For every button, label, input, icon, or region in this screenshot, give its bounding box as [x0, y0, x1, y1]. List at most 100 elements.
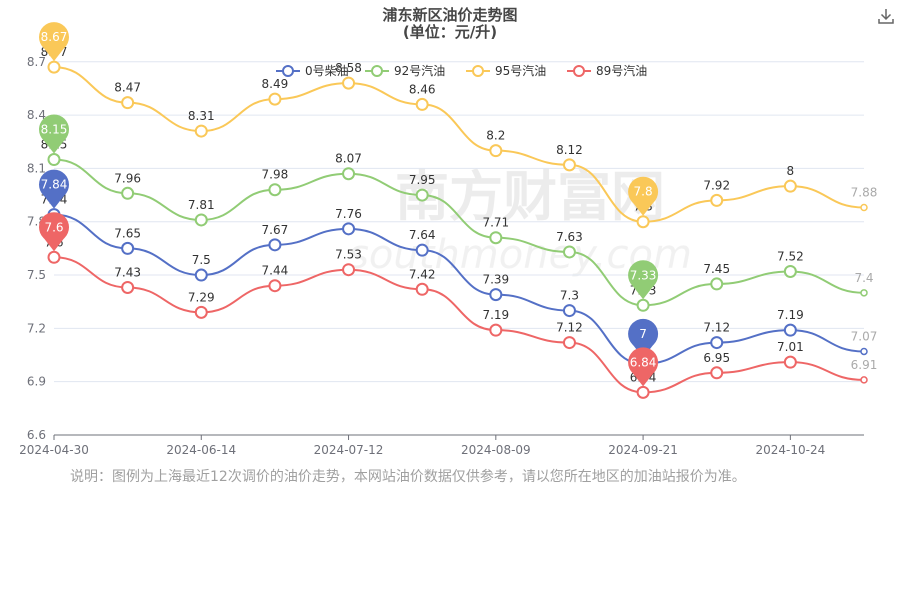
data-point	[121, 186, 135, 200]
data-label: 7.4	[854, 271, 873, 285]
data-label: 7.96	[114, 171, 141, 185]
data-point	[562, 304, 576, 318]
data-label: 7.01	[777, 340, 804, 354]
x-tick-label: 2024-04-30	[19, 443, 89, 457]
x-tick-label: 2024-09-21	[608, 443, 678, 457]
pin-label: 8.67	[41, 30, 68, 44]
min-pin: 7.8	[628, 176, 659, 216]
data-label: 7.88	[851, 186, 878, 200]
data-point	[860, 347, 868, 356]
x-tick-label: 2024-08-09	[461, 443, 531, 457]
data-label: 8.49	[262, 77, 289, 91]
data-label: 7.64	[409, 228, 436, 242]
data-point	[710, 336, 724, 350]
data-label: 7.63	[556, 230, 583, 244]
data-point	[342, 222, 356, 236]
data-label: 7.19	[777, 308, 804, 322]
x-tick-label: 2024-06-14	[166, 443, 236, 457]
data-label: 7.19	[482, 308, 509, 322]
y-tick-label: 7.2	[27, 321, 46, 335]
data-label: 7.71	[482, 216, 509, 230]
data-point	[415, 243, 429, 257]
data-point	[47, 250, 61, 264]
x-tick-label: 2024-07-12	[314, 443, 384, 457]
data-label: 8.07	[335, 152, 362, 166]
data-point	[268, 279, 282, 293]
data-label: 8.58	[335, 61, 362, 75]
pin-head	[39, 22, 69, 53]
data-point	[121, 280, 135, 294]
data-label: 7.98	[262, 168, 289, 182]
pin-label: 7.33	[630, 268, 657, 282]
legend-label: 95号汽油	[495, 63, 546, 78]
data-label: 7.5	[192, 253, 211, 267]
data-point	[636, 385, 650, 399]
data-point	[636, 298, 650, 312]
data-point	[783, 264, 797, 278]
pin-head	[39, 169, 69, 200]
data-point	[342, 76, 356, 90]
data-label: 7.12	[556, 321, 583, 335]
data-label: 7.43	[114, 265, 141, 279]
data-label: 8	[787, 164, 795, 178]
legend-label: 92号汽油	[394, 63, 445, 78]
data-point	[783, 355, 797, 369]
data-label: 7.76	[335, 207, 362, 221]
data-point	[562, 158, 576, 172]
legend-item-3[interactable]: 89号汽油	[567, 63, 647, 78]
data-label: 7.12	[703, 321, 730, 335]
data-point	[783, 323, 797, 337]
pin-label: 7	[639, 327, 647, 341]
data-point	[194, 124, 208, 138]
max-pin: 7.84	[39, 169, 69, 209]
max-pin: 8.15	[39, 114, 69, 154]
data-label: 7.67	[262, 223, 289, 237]
data-point	[342, 263, 356, 277]
data-point	[860, 203, 868, 212]
legend-item-1[interactable]: 92号汽油	[365, 63, 445, 78]
max-pin: 7.6	[39, 212, 69, 252]
data-point	[415, 282, 429, 296]
data-point	[860, 376, 868, 384]
data-label: 8.31	[188, 109, 215, 123]
pin-head	[628, 176, 659, 207]
legend-label: 89号汽油	[596, 63, 647, 78]
data-point	[415, 188, 429, 202]
series-1: 8.157.967.817.988.077.957.717.637.337.45…	[41, 138, 874, 312]
data-label: 6.91	[851, 358, 878, 372]
y-tick-label: 8.4	[27, 108, 46, 122]
data-point	[783, 179, 797, 193]
data-label: 7.3	[560, 289, 579, 303]
series-2: 8.678.478.318.498.588.468.28.127.87.9287…	[41, 45, 878, 229]
data-point	[194, 213, 208, 227]
data-point	[562, 245, 576, 259]
data-label: 8.47	[114, 81, 141, 95]
legend-item-2[interactable]: 95号汽油	[466, 63, 546, 78]
pin-head	[628, 347, 659, 378]
chart-note: 说明：图例为上海最近12次调价的油价走势，本网站油价数据仅供参考，请以您所在地区…	[70, 469, 746, 485]
data-label: 7.07	[851, 329, 878, 343]
data-point	[860, 289, 868, 297]
legend-label: 0号柴油	[305, 64, 349, 78]
data-point	[710, 366, 724, 380]
legend-item-0[interactable]: 0号柴油	[276, 64, 349, 78]
series-0: 7.847.657.57.677.767.647.397.377.127.197…	[41, 193, 878, 371]
data-label: 8.2	[486, 129, 505, 143]
data-label: 7.44	[262, 264, 289, 278]
legend-marker	[282, 65, 294, 77]
download-icon[interactable]	[877, 7, 895, 25]
data-label: 8.46	[409, 82, 436, 96]
pin-label: 7.6	[44, 220, 63, 234]
pin-label: 6.84	[630, 355, 657, 369]
y-tick-label: 8.7	[27, 55, 46, 69]
data-point	[47, 153, 61, 167]
data-point	[194, 305, 208, 319]
pin-label: 7.84	[41, 178, 68, 192]
data-label: 8.12	[556, 143, 583, 157]
legend-marker	[573, 65, 585, 77]
legend-marker	[371, 65, 383, 77]
pin-label: 7.8	[634, 185, 653, 199]
data-point	[562, 336, 576, 350]
data-label: 7.45	[703, 262, 730, 276]
pin-head	[628, 260, 659, 291]
